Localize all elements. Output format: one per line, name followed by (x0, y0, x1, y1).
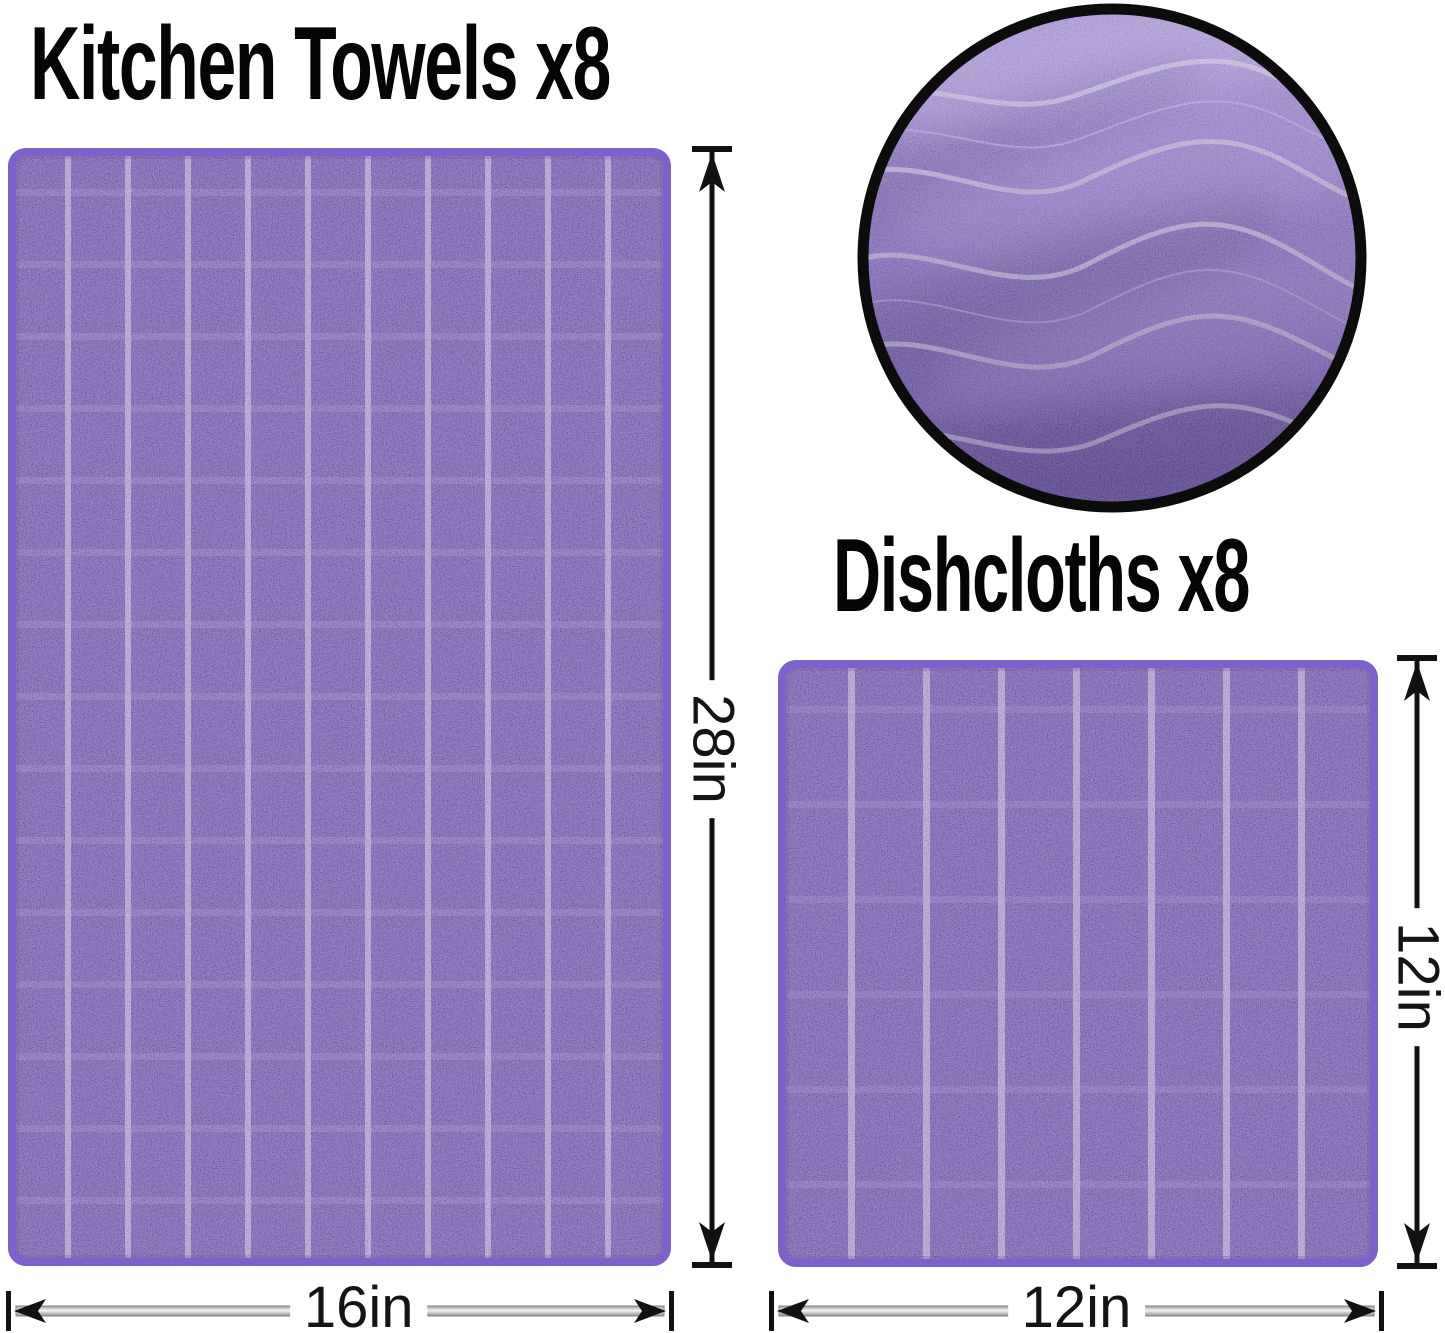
fabric-detail-closeup (857, 3, 1367, 513)
dishcloth-height-label: 12in (1384, 907, 1445, 1046)
kitchen-towel-height-dimension-arrow: 28in (679, 146, 745, 1268)
dishcloth-width-dimension-arrow: 12in (769, 1275, 1384, 1333)
fabric-texture (16, 156, 663, 1258)
kitchen-towel-width-dimension-arrow: 16in (6, 1275, 674, 1333)
dishcloth-photo (778, 660, 1378, 1267)
dishcloth-height-dimension-arrow: 12in (1384, 655, 1445, 1269)
kitchen-towel-width-label: 16in (289, 1275, 428, 1333)
dishcloth-width-label: 12in (1007, 1275, 1146, 1333)
detail-ring (857, 3, 1367, 513)
dishcloths-title: Dishcloths x8 (833, 518, 1250, 634)
kitchen-towels-title: Kitchen Towels x8 (30, 6, 611, 122)
kitchen-towel-height-label: 28in (679, 679, 745, 818)
fabric-texture (786, 668, 1370, 1259)
kitchen-towel-photo (8, 148, 671, 1266)
